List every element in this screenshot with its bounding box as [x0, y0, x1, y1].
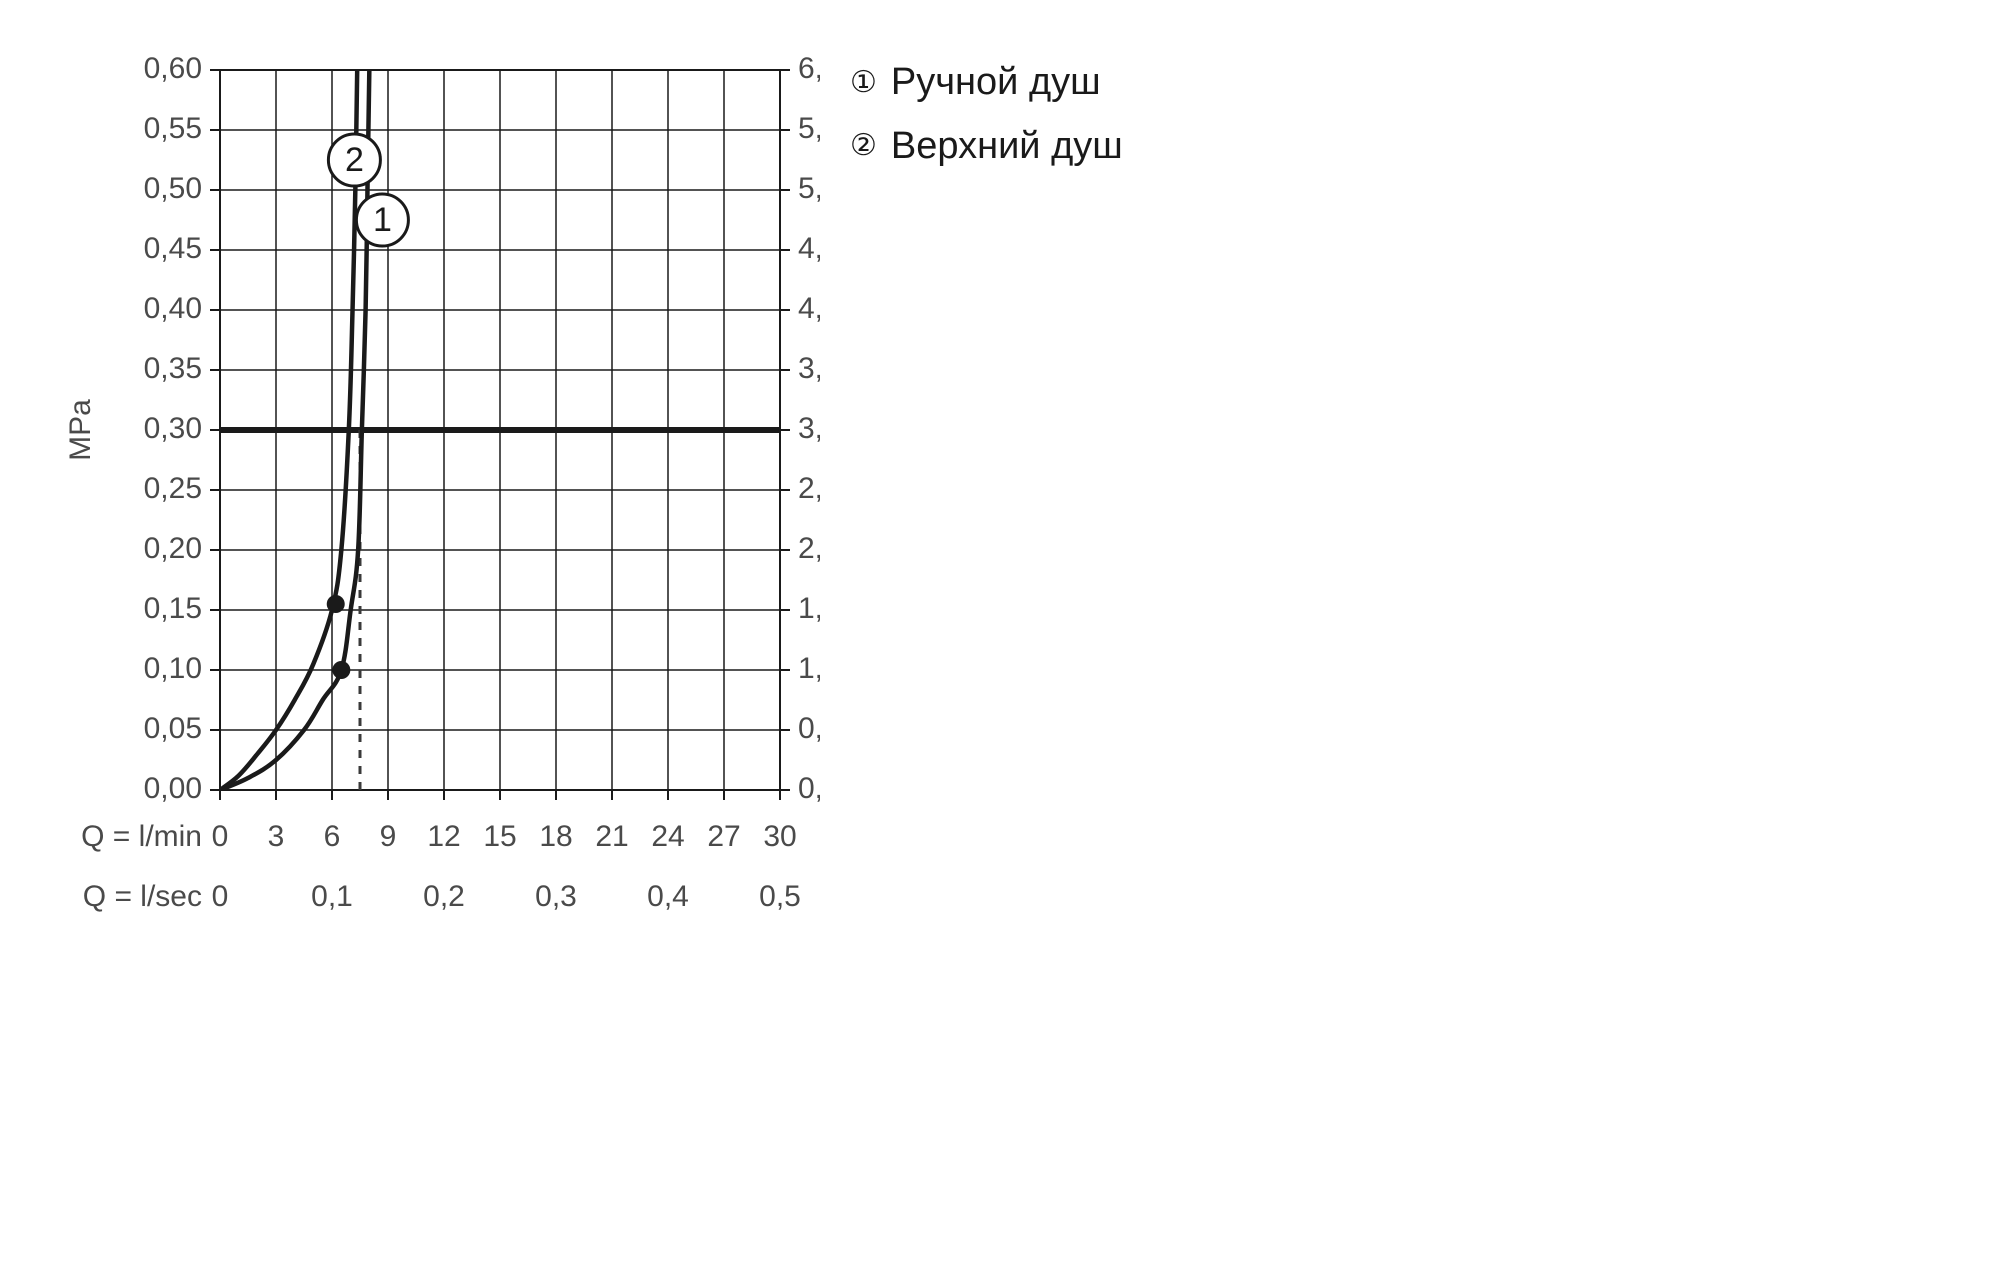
svg-text:0,5: 0,5: [759, 880, 801, 913]
legend-item-number: ②: [850, 128, 877, 164]
svg-text:4,0: 4,0: [798, 292, 820, 325]
svg-text:0,2: 0,2: [423, 880, 465, 913]
svg-text:2,0: 2,0: [798, 532, 820, 565]
svg-text:4,5: 4,5: [798, 232, 820, 265]
svg-text:0,30: 0,30: [144, 412, 202, 445]
svg-text:21: 21: [595, 820, 628, 853]
legend: ① Ручной душ ② Верхний душ: [850, 60, 1123, 169]
svg-text:0,5: 0,5: [798, 712, 820, 745]
page: 120,000,050,100,150,200,250,300,350,400,…: [0, 0, 2000, 1275]
svg-text:0,20: 0,20: [144, 532, 202, 565]
svg-text:Q = l/min: Q = l/min: [81, 820, 202, 853]
svg-text:24: 24: [651, 820, 684, 853]
svg-text:1,5: 1,5: [798, 592, 820, 625]
svg-text:2: 2: [345, 141, 364, 179]
svg-text:18: 18: [539, 820, 572, 853]
series-badge-1: 1: [356, 194, 408, 246]
svg-text:0,45: 0,45: [144, 232, 202, 265]
svg-text:0,55: 0,55: [144, 112, 202, 145]
svg-text:3,0: 3,0: [798, 412, 820, 445]
legend-item-label: Верхний душ: [891, 124, 1123, 170]
svg-text:0,50: 0,50: [144, 172, 202, 205]
svg-text:1: 1: [373, 201, 392, 239]
svg-text:5,5: 5,5: [798, 112, 820, 145]
svg-text:0,00: 0,00: [144, 772, 202, 805]
series-badge-2: 2: [328, 134, 380, 186]
legend-item-2: ② Верхний душ: [850, 124, 1123, 170]
svg-text:15: 15: [483, 820, 516, 853]
svg-text:0,35: 0,35: [144, 352, 202, 385]
svg-text:0,15: 0,15: [144, 592, 202, 625]
svg-text:0,05: 0,05: [144, 712, 202, 745]
flow-pressure-chart: 120,000,050,100,150,200,250,300,350,400,…: [40, 30, 820, 1060]
svg-text:0: 0: [212, 820, 229, 853]
svg-text:6: 6: [324, 820, 341, 853]
svg-text:0,4: 0,4: [647, 880, 689, 913]
svg-text:0,3: 0,3: [535, 880, 577, 913]
svg-text:30: 30: [763, 820, 796, 853]
svg-text:5,0: 5,0: [798, 172, 820, 205]
svg-text:9: 9: [380, 820, 397, 853]
svg-text:0,60: 0,60: [144, 52, 202, 85]
svg-text:Q = l/sec: Q = l/sec: [83, 880, 202, 913]
svg-text:6,0: 6,0: [798, 52, 820, 85]
svg-text:0: 0: [212, 880, 229, 913]
svg-text:MPa: MPa: [64, 399, 97, 461]
svg-text:12: 12: [427, 820, 460, 853]
svg-text:0,10: 0,10: [144, 652, 202, 685]
svg-text:3,5: 3,5: [798, 352, 820, 385]
svg-text:0,0: 0,0: [798, 772, 820, 805]
svg-text:2,5: 2,5: [798, 472, 820, 505]
legend-item-label: Ручной душ: [891, 60, 1101, 106]
svg-text:0,40: 0,40: [144, 292, 202, 325]
svg-text:0,1: 0,1: [311, 880, 353, 913]
legend-item-1: ① Ручной душ: [850, 60, 1123, 106]
svg-text:27: 27: [707, 820, 740, 853]
legend-item-number: ①: [850, 65, 877, 101]
svg-text:1,0: 1,0: [798, 652, 820, 685]
svg-text:0,25: 0,25: [144, 472, 202, 505]
svg-text:3: 3: [268, 820, 285, 853]
